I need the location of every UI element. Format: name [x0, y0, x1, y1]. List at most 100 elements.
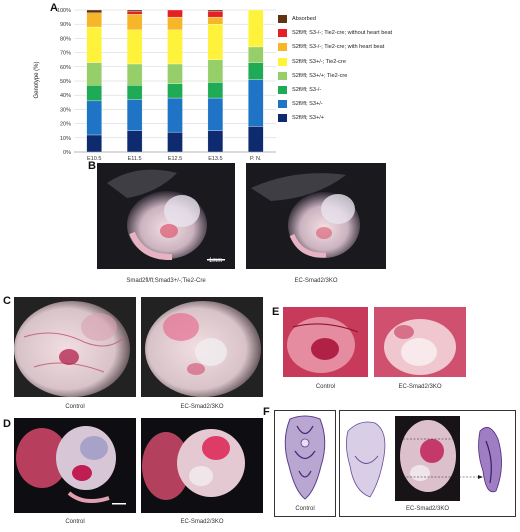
x-tick-label: E10.5 [87, 156, 101, 160]
legend-label: Absorbed [292, 16, 316, 22]
bar-segment [207, 24, 224, 60]
chart-legend: Absorbed S2fl/fl; S3-/-; Tie2-cre; withou… [278, 14, 478, 134]
legend-label: S2fl/fl; S3+/+; Tie2-cre [292, 72, 348, 79]
bar-segment [248, 46, 264, 63]
legend-swatch [278, 15, 287, 23]
legend-entry: S2fl/fl; S3-/- [278, 85, 458, 95]
panel-label-c: C [3, 295, 11, 307]
y-tick-label: 50% [60, 79, 71, 85]
bar-segment [167, 131, 183, 153]
legend-swatch [278, 114, 287, 123]
legend-label: S2fl/fl; S3+/+ [292, 115, 325, 122]
x-tick-label: E11.5 [128, 156, 142, 160]
legend-entry: Absorbed [278, 14, 458, 24]
panel-label-a: A [50, 2, 58, 14]
y-axis-label: Genotype (%) [34, 61, 40, 98]
legend-entry: S2fl/fl; S3+/+ [278, 113, 458, 123]
bar-segment [126, 85, 143, 100]
y-tick-label: 40% [60, 93, 71, 99]
caption-b-left: Smad2fl/fl;Smad3+/-;Tie2-Cre [126, 278, 206, 284]
legend-label: S2fl/fl; S3+/-; Tie2-cre [292, 58, 346, 65]
panel-label-e: E [272, 306, 280, 318]
caption-e-left: Control [315, 384, 336, 390]
histology-control-box: Control [274, 410, 336, 517]
legend-label: S2fl/fl; S3-/-; Tie2-cre; with heart bea… [292, 44, 385, 51]
legend-swatch [278, 57, 287, 66]
legend-entry: S2fl/fl; S3+/+; Tie2-cre [278, 71, 458, 81]
y-tick-label: 30% [60, 107, 71, 113]
legend-label: S2fl/fl; S3-/-; Tie2-cre; without heart … [292, 30, 393, 37]
bar-segment [207, 9, 224, 12]
caption-c-left: Control [65, 404, 85, 410]
bar-segment [167, 63, 183, 84]
caption-f-left: Control [295, 506, 315, 512]
bar-segment [207, 130, 224, 153]
legend-label: S2fl/fl; S3+/- [292, 101, 323, 108]
y-tick-label: 60% [60, 65, 71, 71]
legend-swatch [278, 86, 287, 94]
bar-segment [207, 11, 224, 18]
bar-segment [126, 9, 143, 12]
panel-label-b: B [88, 160, 96, 172]
embryo-photo-e-left [283, 307, 368, 377]
bar-segment [126, 29, 143, 65]
embryo-photo-c-right [141, 297, 263, 397]
bar-segment [126, 99, 143, 131]
panel-label-f: F [263, 406, 270, 418]
bar-segment [248, 126, 264, 153]
bar-segment [126, 14, 143, 31]
y-tick-label: 90% [60, 22, 71, 28]
y-tick-label: 20% [60, 122, 71, 128]
bar-segment [248, 79, 264, 127]
legend-swatch [278, 43, 287, 52]
bar-segment [248, 62, 264, 80]
legend-label: S2fl/fl; S3-/- [292, 87, 322, 93]
bar-segment [86, 12, 102, 28]
legend-entry: S2fl/fl; S3-/-; Tie2-cre; with heart bea… [278, 42, 458, 52]
legend-swatch [278, 71, 287, 80]
bar-segment [86, 134, 102, 153]
bar-segment [167, 29, 183, 65]
bar-segment [167, 83, 183, 99]
embryo-photo-d-right [141, 418, 263, 513]
legend-entry: S2fl/fl; S3-/-; Tie2-cre; without heart … [278, 28, 458, 38]
embryo-photo-b-left [97, 163, 235, 269]
y-tick-label: 0% [63, 150, 71, 156]
embryo-photo-b-right [246, 163, 386, 269]
y-tick-label: 70% [60, 51, 71, 57]
y-tick-label: 100% [57, 8, 71, 14]
embryo-photo-c-left [14, 297, 136, 397]
bar-segment [167, 9, 183, 18]
bar-segment [86, 26, 102, 63]
bar-segment [167, 97, 183, 133]
x-tick-label: P. N. [250, 156, 262, 160]
legend-entry: S2fl/fl; S3+/-; Tie2-cre [278, 57, 458, 67]
embryo-photo-e-right [374, 307, 466, 377]
legend-swatch [278, 100, 287, 109]
scale-bar-label: 1mm [209, 258, 223, 264]
caption-e-right: EC-Smad2/3KO [398, 384, 442, 390]
caption-b-right: EC-Smad2/3KO [294, 278, 338, 284]
panel-label-d: D [3, 418, 11, 430]
embryo-photo-d-left [14, 418, 136, 513]
bar-segment [126, 11, 143, 15]
x-tick-label: E12.5 [168, 156, 182, 160]
bar-segment [126, 130, 143, 153]
legend-swatch [278, 29, 287, 38]
bar-segment [126, 63, 143, 86]
bar-segment [207, 82, 224, 99]
bar-segment [207, 59, 224, 83]
legend-entry: S2fl/fl; S3+/- [278, 99, 458, 109]
y-tick-label: 10% [60, 136, 71, 142]
histology-ko-box: EC-Smad2/3KO [339, 410, 516, 517]
genotype-stacked-bar-chart: 0% 10% 20% 30% 40% 50% 60% 70% 80% 90% 100% E10.5 E1… [34, 8, 276, 160]
bar-segment [86, 62, 102, 86]
bar-segment [86, 100, 102, 136]
bar-segment [207, 97, 224, 131]
y-tick-label: 80% [60, 36, 71, 42]
x-tick-label: E13.5 [208, 156, 222, 160]
caption-f-right: EC-Smad2/3KO [405, 506, 450, 512]
caption-d-right: EC-Smad2/3KO [180, 519, 224, 525]
caption-d-left: Control [65, 519, 85, 525]
bar-segment [167, 16, 183, 31]
